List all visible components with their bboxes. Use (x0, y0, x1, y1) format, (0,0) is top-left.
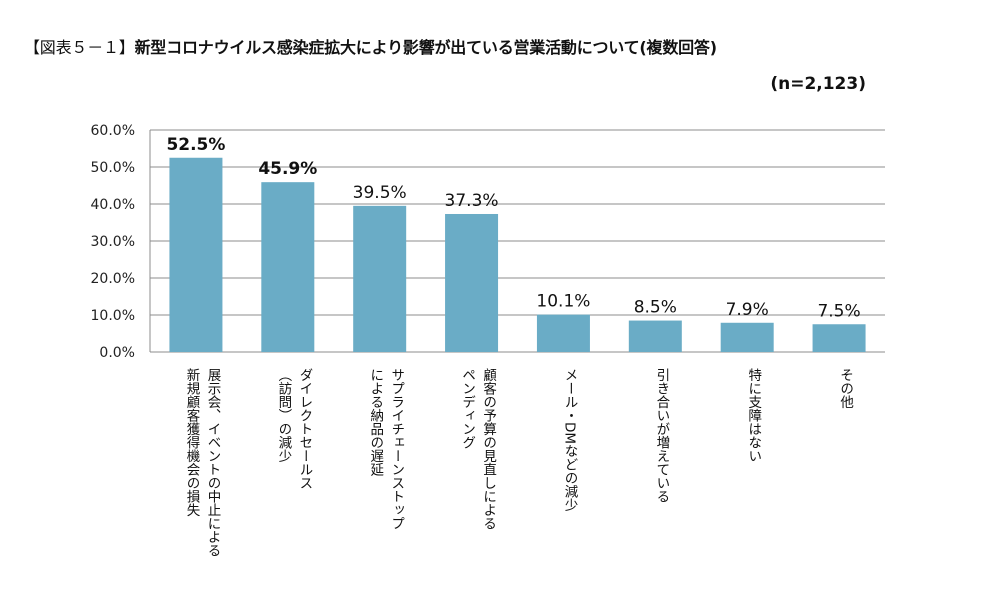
data-label: 10.1% (536, 292, 590, 312)
category-label: （訪問）の減少 (275, 368, 292, 463)
category-label: 新規顧客獲得機会の損失 (183, 368, 200, 517)
y-tick-label: 40.0% (91, 197, 135, 213)
chart-title-main: 新型コロナウイルス感染症拡大により影響が出ている営業活動について(複数回答) (134, 38, 717, 57)
bars (169, 157, 866, 352)
y-tick-label: 30.0% (91, 234, 135, 250)
y-axis-tick-labels: 60.0% 50.0% 40.0% 30.0% 20.0% 10.0% 0.0% (91, 123, 135, 361)
bar (169, 157, 223, 352)
category-label: その他 (837, 368, 854, 410)
bar (353, 205, 407, 352)
data-labels: 52.5% 45.9% 39.5% 37.3% 10.1% 8.5% 7.9% 7.5% (166, 135, 860, 322)
category-label: サプライチェーンストップ (388, 368, 404, 530)
category-label: ペンディング (459, 368, 476, 449)
bar (261, 182, 315, 352)
category-label: 引き合いが増えている (653, 368, 670, 503)
data-label: 39.5% (353, 183, 407, 203)
data-label: 52.5% (166, 135, 225, 155)
y-tick-label: 50.0% (91, 160, 135, 176)
data-label: 7.9% (726, 300, 769, 320)
data-label: 37.3% (445, 191, 499, 211)
bar (536, 314, 590, 352)
data-label: 8.5% (634, 298, 677, 318)
y-tick-label: 10.0% (91, 308, 135, 324)
chart-title: 【図表５－１】新型コロナウイルス感染症拡大により影響が出ている営業活動について(… (24, 34, 717, 58)
data-label: 45.9% (258, 159, 317, 179)
y-tick-label: 60.0% (91, 123, 135, 139)
bar (720, 322, 774, 352)
category-label: ダイレクトセールス (296, 368, 313, 490)
sample-size-label: (n=2,123) (770, 74, 866, 94)
category-label: メール・DMなどの減少 (561, 368, 578, 512)
category-label: による納品の遅延 (367, 368, 384, 476)
chart-title-prefix: 【図表５－１】 (24, 38, 135, 57)
data-label: 7.5% (817, 301, 860, 321)
y-tick-label: 0.0% (99, 345, 135, 361)
category-label: 顧客の予算の見直しによる (480, 368, 497, 530)
bar (445, 213, 499, 352)
y-tick-label: 20.0% (91, 271, 135, 287)
category-label: 展示会、イベントの中止による (204, 368, 221, 557)
bar (628, 320, 682, 352)
bar (812, 324, 866, 352)
category-label: 特に支障はない (745, 368, 762, 463)
